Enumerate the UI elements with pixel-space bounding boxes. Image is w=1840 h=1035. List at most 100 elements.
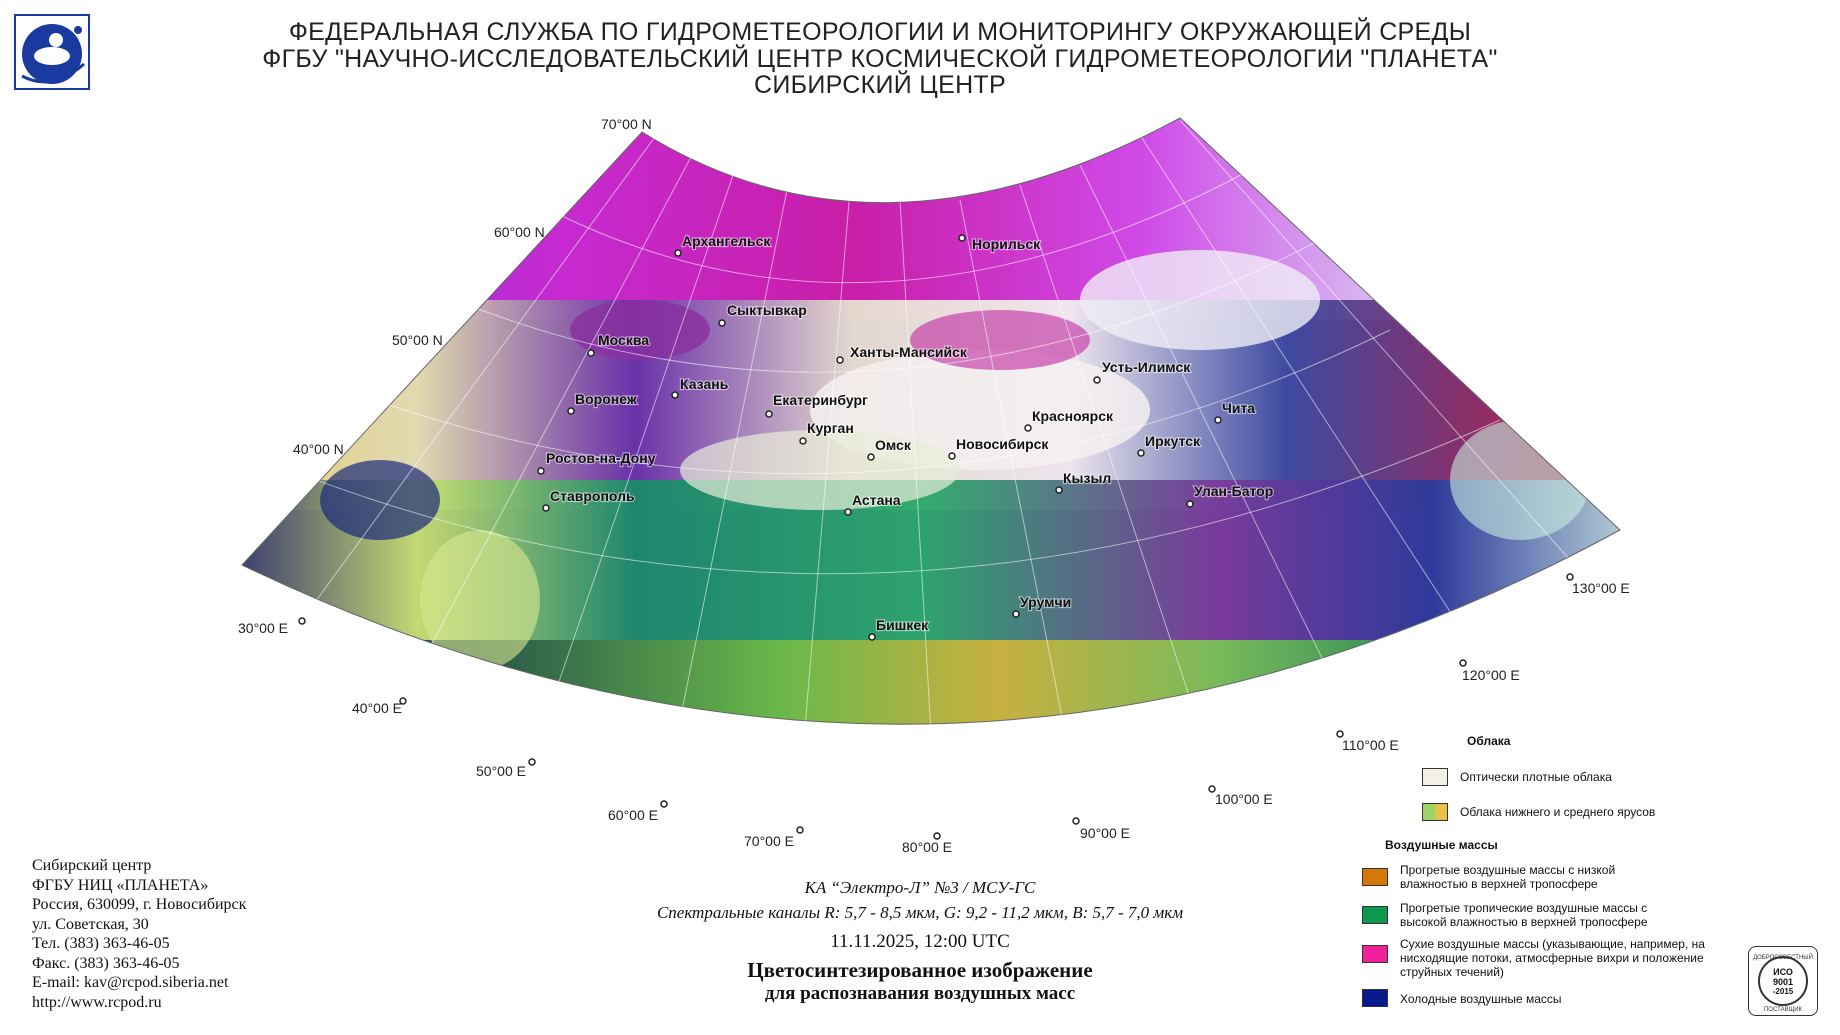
- lat-label-70: 70°00 N: [601, 116, 652, 132]
- contact-line: Россия, 630099, г. Новосибирск: [32, 896, 247, 913]
- city-dot-rostov: [537, 467, 545, 475]
- legend-swatch-dense-clouds: [1422, 768, 1448, 786]
- website-link[interactable]: http://www.rcpod.ru: [32, 993, 162, 1011]
- legend-swatch-low-mid-clouds: [1422, 803, 1448, 821]
- city-moscow: Москва: [598, 332, 649, 348]
- city-dot-norilsk: [958, 234, 966, 242]
- lon-tick-40: [399, 697, 407, 705]
- city-dot-krasnoyarsk: [1024, 424, 1032, 432]
- city-dot-syktyvkar: [718, 319, 726, 327]
- cities: Архангельск Норильск Сыктывкар Москва Ха…: [537, 232, 1274, 641]
- header-line-1: ФЕДЕРАЛЬНАЯ СЛУЖБА ПО ГИДРОМЕТЕОРОЛОГИИ …: [288, 18, 1472, 46]
- lon-label-80: 80°00 E: [902, 839, 952, 855]
- iso-text-top: ДОБРОСОВЕСТНЫЙ: [1753, 953, 1813, 961]
- legend-swatch-warm-dry: [1362, 868, 1388, 886]
- legend-label-cold: Холодные воздушные массы: [1400, 992, 1562, 1006]
- planeta-logo-icon: [14, 14, 90, 90]
- lon-tick-60: [660, 800, 668, 808]
- header-line-3: СИБИРСКИЙ ЦЕНТР: [754, 71, 1006, 99]
- legend-label-low-mid-clouds: Облака нижнего и среднего ярусов: [1460, 805, 1656, 819]
- city-dot-kyzyl: [1055, 486, 1063, 494]
- caption-satellite: КА “Электро-Л” №3 / МСУ-ГС: [804, 878, 1036, 897]
- city-voronezh: Воронеж: [575, 391, 638, 407]
- iso-text-iso: ИСО: [1773, 967, 1793, 977]
- city-omsk: Омск: [875, 437, 912, 453]
- city-urumqi: Урумчи: [1020, 594, 1071, 610]
- city-dot-ust-ilimsk: [1093, 376, 1101, 384]
- legend-label-dry: Сухие воздушные массы (указывающие, напр…: [1400, 937, 1705, 979]
- city-dot-moscow: [587, 349, 595, 357]
- lon-label-90: 90°00 E: [1080, 825, 1130, 841]
- lon-tick-30: [298, 617, 306, 625]
- lat-label-60: 60°00 N: [494, 224, 545, 240]
- lon-tick-50: [528, 758, 536, 766]
- lon-tick-70: [796, 826, 804, 834]
- lon-label-60: 60°00 E: [608, 807, 658, 823]
- city-kyzyl: Кызыл: [1063, 470, 1111, 486]
- legend-swatch-cold: [1362, 989, 1388, 1007]
- city-kurgan: Курган: [807, 420, 854, 436]
- city-dot-stavropol: [542, 504, 550, 512]
- lon-label-120: 120°00 E: [1462, 667, 1520, 683]
- city-dot-novosibirsk: [948, 452, 956, 460]
- city-dot-voronezh: [567, 407, 575, 415]
- lon-label-110: 110°00 E: [1342, 737, 1399, 753]
- city-rostov: Ростов-на-Дону: [546, 450, 656, 466]
- city-norilsk: Норильск: [972, 236, 1041, 252]
- legend-clouds-title: Облака: [1467, 734, 1511, 748]
- lon-label-50: 50°00 E: [476, 763, 526, 779]
- iso-text-9001: 9001: [1773, 977, 1793, 987]
- contact-line: ФГБУ НИЦ «ПЛАНЕТА»: [32, 876, 209, 894]
- iso-text-2015: -2015: [1773, 987, 1794, 996]
- city-dot-omsk: [867, 453, 875, 461]
- city-novosibirsk: Новосибирск: [956, 436, 1049, 452]
- contacts: Сибирский центр ФГБУ НИЦ «ПЛАНЕТА» Росси…: [32, 856, 246, 1012]
- city-chita: Чита: [1222, 400, 1255, 416]
- legend-label-tropical: Прогретые тропичеcкие воздушные массы с …: [1400, 901, 1648, 929]
- lon-tick-90: [1072, 817, 1080, 825]
- city-dot-ulaanbaatar: [1186, 500, 1194, 508]
- city-bishkek: Бишкек: [876, 617, 929, 633]
- legend-label-warm-dry: Прогретые воздушные массы с низкой влажн…: [1400, 863, 1616, 891]
- legend-swatch-tropical: [1362, 906, 1388, 924]
- city-kazan: Казань: [680, 376, 729, 392]
- caption-channels: Спектральные каналы R: 5,7 - 8,5 мкм, G:…: [656, 903, 1184, 922]
- lon-tick-120: [1459, 659, 1467, 667]
- logo: [14, 14, 90, 90]
- contact-line: ул. Советская, 30: [32, 915, 149, 933]
- city-astana: Астана: [852, 492, 901, 508]
- caption-datetime: 11.11.2025, 12:00 UTC: [830, 931, 1010, 952]
- lon-label-70: 70°00 E: [744, 833, 794, 849]
- iso-badge: ДОБРОСОВЕСТНЫЙ ИСО 9001 -2015 ПОСТАВЩИК: [1748, 946, 1818, 1016]
- city-dot-urumqi: [1012, 610, 1020, 618]
- lon-tick-130: [1566, 573, 1574, 581]
- caption-title-2: для распознавания воздушных масс: [764, 983, 1076, 1004]
- city-stavropol: Ставрополь: [550, 488, 635, 504]
- city-khanty-mansiysk: Ханты-Мансийск: [850, 344, 968, 360]
- city-yekaterinburg: Екатеринбург: [773, 392, 868, 408]
- city-dot-irkutsk: [1137, 449, 1145, 457]
- city-arkhangelsk: Архангельск: [682, 233, 771, 249]
- contact-line: Факс. (383) 363-46-05: [32, 954, 180, 972]
- city-dot-kazan: [671, 391, 679, 399]
- map-border: [241, 117, 1621, 725]
- lon-label-30: 30°00 E: [238, 620, 288, 636]
- caption-title-1: Цветосинтезированное изображение: [747, 958, 1093, 982]
- lon-tick-100: [1208, 785, 1216, 793]
- city-irkutsk: Иркутск: [1145, 433, 1201, 449]
- lon-label-130: 130°00 E: [1572, 580, 1630, 596]
- city-syktyvkar: Сыктывкар: [727, 302, 807, 318]
- city-ust-ilimsk: Усть-Илимск: [1102, 359, 1191, 375]
- lon-label-100: 100°00 E: [1215, 791, 1273, 807]
- city-dot-bishkek: [868, 633, 876, 641]
- legend-label-dense-clouds: Оптически плотные облака: [1460, 770, 1612, 784]
- city-dot-chita: [1214, 416, 1222, 424]
- city-dot-arkhangelsk: [674, 249, 682, 257]
- city-dot-khanty-mansiysk: [836, 356, 844, 364]
- email-link[interactable]: E-mail: kav@rcpod.siberia.net: [32, 974, 229, 991]
- city-dot-kurgan: [799, 437, 807, 445]
- contact-line: Сибирский центр: [32, 857, 152, 874]
- legend-swatch-dry: [1362, 945, 1388, 963]
- iso-text-bottom: ПОСТАВЩИК: [1764, 1007, 1803, 1013]
